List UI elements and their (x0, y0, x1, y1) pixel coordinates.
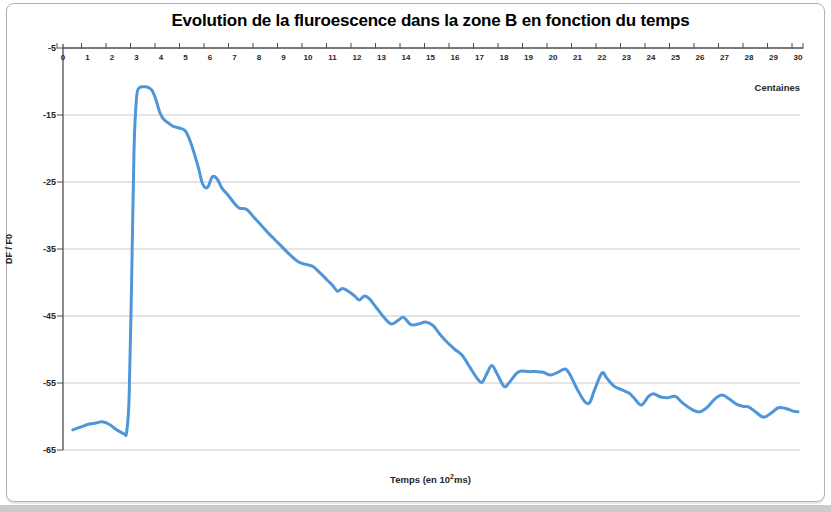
x-axis-unit-label: Centaines (755, 82, 800, 93)
x-tick-label: 17 (468, 53, 492, 62)
x-axis-title-prefix: Temps (en 10 (390, 474, 450, 485)
x-tick-label: 16 (443, 53, 467, 62)
y-tick-label: -5 (26, 43, 56, 53)
x-tick-label: 28 (737, 53, 761, 62)
x-tick-label: 2 (100, 53, 124, 62)
x-tick-label: 12 (345, 53, 369, 62)
x-tick-label: 24 (639, 53, 663, 62)
y-tick-label: -15 (26, 110, 56, 120)
x-axis-title-suffix: ms) (454, 474, 471, 485)
x-tick-label: 5 (174, 53, 198, 62)
x-tick-label: 1 (76, 53, 100, 62)
window-bottom-strip (0, 505, 831, 512)
x-tick-label: 21 (566, 53, 590, 62)
x-tick-label: 25 (664, 53, 688, 62)
x-tick-label: 14 (394, 53, 418, 62)
x-tick-label: 0 (51, 53, 75, 62)
x-tick-label: 15 (419, 53, 443, 62)
y-tick-label: -25 (26, 177, 56, 187)
x-tick-label: 10 (296, 53, 320, 62)
x-tick-label: 22 (590, 53, 614, 62)
y-tick-label: -55 (26, 378, 56, 388)
y-tick-label: -45 (26, 311, 56, 321)
line-chart-plot (0, 0, 831, 512)
y-tick-label: -35 (26, 244, 56, 254)
x-tick-label: 27 (713, 53, 737, 62)
x-tick-label: 13 (370, 53, 394, 62)
x-tick-label: 3 (125, 53, 149, 62)
x-tick-label: 19 (517, 53, 541, 62)
x-tick-label: 29 (762, 53, 786, 62)
y-axis-title: DF / F0 (4, 214, 14, 284)
x-tick-label: 18 (492, 53, 516, 62)
x-tick-label: 26 (688, 53, 712, 62)
x-tick-label: 11 (321, 53, 345, 62)
x-tick-label: 7 (223, 53, 247, 62)
x-tick-label: 20 (541, 53, 565, 62)
x-tick-label: 6 (198, 53, 222, 62)
x-tick-label: 30 (786, 53, 810, 62)
y-tick-label: -65 (26, 445, 56, 455)
x-axis-title: Temps (en 102ms) (30, 473, 831, 485)
x-tick-label: 9 (272, 53, 296, 62)
x-tick-label: 4 (149, 53, 173, 62)
x-tick-label: 23 (615, 53, 639, 62)
x-tick-label: 8 (247, 53, 271, 62)
